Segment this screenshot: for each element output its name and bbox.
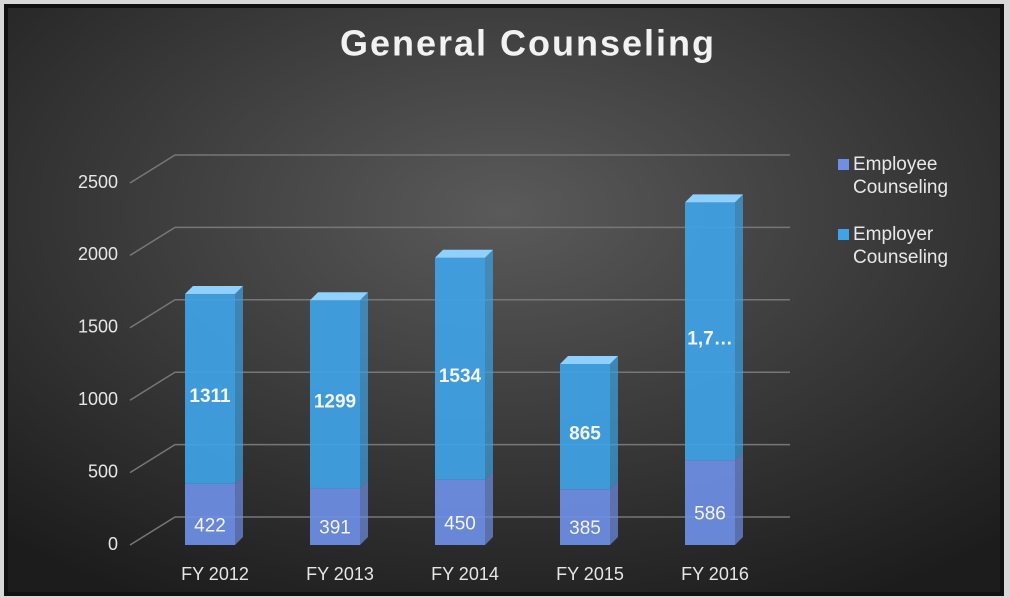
bar-side (735, 452, 743, 545)
y-tick-label: 2000 (78, 244, 118, 264)
legend-entry: Employer Counseling (838, 223, 978, 269)
bar-top (310, 292, 368, 301)
data-label: 865 (569, 424, 601, 445)
chart-title: General Counseling (340, 23, 716, 64)
data-label: 1,7… (687, 328, 732, 349)
bar-top (685, 194, 743, 203)
bar-top (185, 286, 243, 295)
bar (435, 257, 485, 480)
bar-side (360, 292, 368, 489)
x-tick-label: FY 2013 (306, 564, 374, 584)
bar-side (360, 480, 368, 545)
bar-top (435, 249, 493, 258)
data-label: 586 (694, 504, 726, 525)
data-label: 450 (444, 513, 476, 534)
y-tick-label: 2500 (78, 172, 118, 192)
y-tick-label: 0 (108, 534, 118, 554)
y-tick-label: 1000 (78, 389, 118, 409)
bar (185, 483, 235, 545)
grid-line (129, 226, 790, 257)
y-tick-label: 500 (88, 461, 118, 481)
y-tick-label: 1500 (78, 317, 118, 337)
data-label: 391 (319, 518, 351, 539)
legend-swatch (838, 229, 849, 240)
bar-side (610, 356, 618, 490)
bar (185, 294, 235, 484)
data-label: 422 (194, 515, 226, 536)
x-tick-label: FY 2012 (181, 564, 249, 584)
bar-side (485, 249, 493, 480)
bar-top (560, 356, 618, 364)
x-tick-label: FY 2016 (681, 564, 749, 584)
data-label: 1534 (439, 366, 482, 387)
grid-line (129, 154, 790, 184)
bar (560, 489, 610, 545)
bar (310, 300, 360, 489)
legend-label: Employer Counseling (853, 224, 949, 268)
bar-side (485, 471, 493, 545)
bar (310, 488, 360, 545)
data-label: 1299 (314, 391, 356, 412)
legend-label: Employee Counseling (853, 154, 949, 198)
bar (560, 364, 610, 490)
bar-side (735, 194, 743, 461)
bar (685, 460, 735, 545)
data-label: 385 (569, 518, 601, 539)
grid-line (129, 299, 790, 329)
x-tick-label: FY 2015 (556, 564, 624, 584)
legend-swatch (838, 159, 849, 170)
x-tick-label: FY 2014 (431, 564, 499, 584)
bar-side (235, 475, 243, 545)
bar (435, 479, 485, 545)
bar-side (610, 481, 618, 545)
bar (685, 202, 735, 461)
bar-side (235, 286, 243, 484)
legend-entry: Employee Counseling (838, 153, 978, 199)
data-label: 1311 (189, 386, 231, 407)
